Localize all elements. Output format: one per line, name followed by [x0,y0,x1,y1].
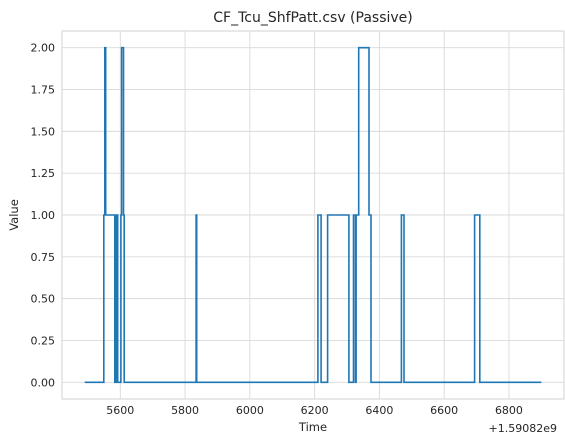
y-tick-labels: 0.00 0.25 0.50 0.75 1.00 1.25 1.50 1.75 2.00 [31,42,56,390]
x-tick-label: 6200 [301,404,329,417]
x-tick-label: 6400 [365,404,393,417]
x-axis-label: Time [298,420,327,434]
chart-title: CF_Tcu_ShfPatt.csv (Passive) [213,10,413,26]
x-tick-label: 6600 [430,404,458,417]
y-tick-label: 1.25 [31,167,56,180]
y-axis-label: Value [7,199,21,231]
x-tick-label: 6800 [495,404,523,417]
x-offset-label: +1.59082e9 [489,422,557,435]
y-tick-label: 2.00 [31,42,56,55]
x-tick-label: 5800 [171,404,199,417]
y-tick-label: 1.00 [31,209,56,222]
x-tick-labels: 5600 5800 6000 6200 6400 6600 6800 [106,404,523,417]
x-tick-label: 5600 [106,404,134,417]
y-tick-label: 1.75 [31,84,56,97]
line-layer [84,46,542,384]
y-tick-label: 0.00 [31,376,56,389]
series-line [84,46,542,384]
y-tick-label: 0.75 [31,251,56,264]
y-tick-label: 1.50 [31,125,56,138]
x-tick-label: 6000 [236,404,264,417]
y-tick-label: 0.50 [31,293,56,306]
y-tick-label: 0.25 [31,334,56,347]
